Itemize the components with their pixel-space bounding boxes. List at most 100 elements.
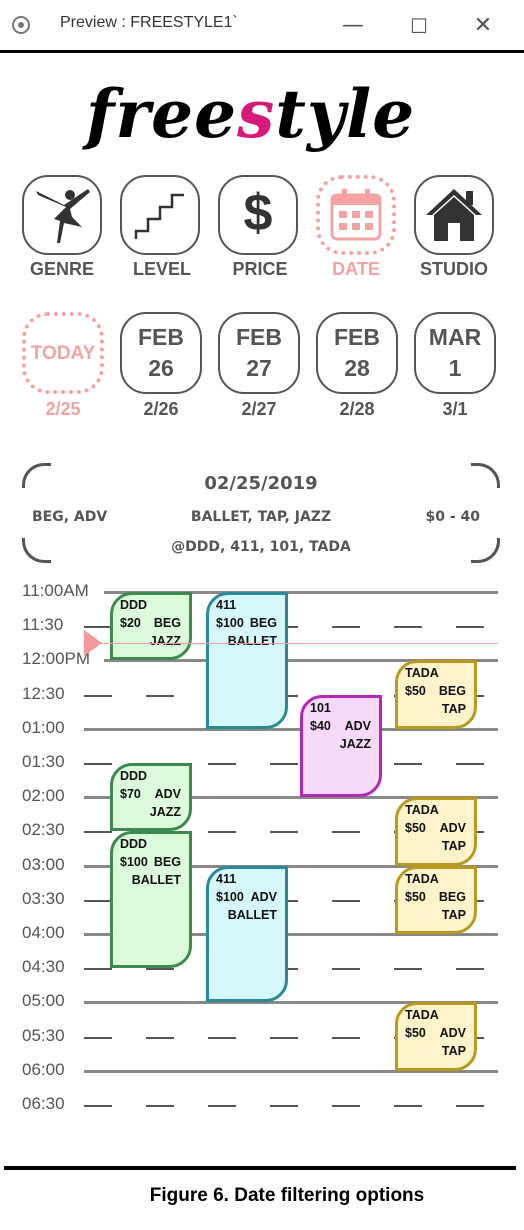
class-event-block[interactable]: TADA $50 ADV TAP	[395, 1002, 477, 1071]
date-label-2-26: 2/26	[143, 399, 179, 419]
time-label: 12:30	[22, 683, 65, 703]
logo-text-a: free	[86, 75, 238, 153]
class-event-block[interactable]: 411 $100 BEG BALLET	[206, 592, 288, 729]
class-event-block[interactable]: TADA $50 ADV TAP	[395, 797, 477, 866]
footer-divider	[4, 1166, 516, 1170]
class-event-block[interactable]: TADA $50 BEG TAP	[395, 660, 477, 729]
event-price: $100	[216, 616, 244, 630]
date-button-2-28[interactable]: FEB 28	[316, 312, 398, 394]
half-hour-dash	[332, 899, 360, 902]
event-studio: DDD	[120, 769, 148, 783]
hour-line	[84, 1069, 498, 1073]
event-price: $50	[405, 1026, 426, 1041]
event-price: $100	[216, 889, 244, 904]
half-hour-dash	[456, 968, 484, 971]
time-label: 11:00AM	[22, 581, 89, 600]
half-hour-dash	[332, 626, 360, 629]
price-filter-label: PRICE	[232, 259, 288, 279]
event-level: BEG	[249, 616, 277, 630]
date-month: FEB	[334, 324, 380, 350]
minimize-button[interactable]: —	[342, 13, 364, 38]
event-level: BEG	[153, 855, 181, 870]
genre-filter-button[interactable]	[22, 175, 102, 255]
event-price: $50	[405, 684, 426, 699]
event-studio: 411	[216, 871, 237, 886]
hour-line	[84, 1001, 498, 1005]
calendar-icon	[330, 189, 382, 241]
genre-filter-label: GENRE	[29, 259, 94, 279]
half-hour-dash	[332, 1105, 360, 1107]
date-day: 28	[344, 355, 370, 381]
half-hour-dash	[394, 1105, 422, 1107]
current-time-marker-icon	[84, 630, 102, 656]
level-filter-button[interactable]	[120, 175, 200, 255]
summary-levels: BEG, ADV	[32, 509, 108, 525]
class-event-block[interactable]: DDD $20 BEG JAZZ	[110, 592, 192, 661]
date-label-today: 2/25	[45, 399, 81, 419]
half-hour-dash	[332, 831, 360, 834]
half-hour-dash	[208, 831, 236, 834]
half-hour-dash	[146, 968, 174, 971]
time-label: 03:00	[22, 854, 65, 874]
class-event-block[interactable]: DDD $100 BEG BALLET	[110, 831, 192, 969]
event-level: BEG	[438, 889, 466, 904]
price-filter-button[interactable]: $	[218, 175, 298, 255]
class-event-block[interactable]: 101 $40 ADV JAZZ	[300, 694, 382, 798]
half-hour-dash	[332, 1036, 360, 1039]
date-button-today[interactable]: TODAY	[22, 312, 104, 394]
date-button-2-26[interactable]: FEB 26	[120, 312, 202, 394]
event-studio: DDD	[120, 837, 148, 852]
class-event-block[interactable]: 411 $100 ADV BALLET	[206, 865, 288, 1003]
maximize-button[interactable]: ☐	[410, 14, 428, 38]
studio-filter-label: STUDIO	[419, 259, 488, 279]
event-genre: TAP	[441, 907, 466, 922]
event-genre: TAP	[441, 1044, 466, 1059]
summary-date: 02/25/2019	[204, 473, 318, 494]
ballerina-icon	[36, 189, 90, 243]
titlebar-divider	[0, 50, 524, 53]
hour-line	[84, 727, 498, 731]
event-genre: BALLET	[227, 907, 277, 922]
dollar-icon: $	[243, 184, 273, 242]
time-label: 02:00	[22, 786, 65, 806]
half-hour-dash	[456, 626, 484, 629]
hour-line	[84, 864, 498, 868]
studio-filter-button[interactable]	[414, 175, 494, 255]
event-genre: BALLET	[131, 873, 181, 888]
half-hour-dash	[270, 1105, 298, 1107]
time-label: 03:30	[22, 888, 65, 908]
time-label: 12:00PM	[22, 649, 91, 669]
summary-studios: @DDD, 411, 101, TADA	[171, 539, 351, 555]
date-day: 26	[148, 355, 174, 381]
half-hour-dash	[208, 1036, 236, 1039]
event-studio: TADA	[405, 803, 439, 818]
date-filter-button[interactable]	[316, 175, 396, 255]
half-hour-dash	[208, 1105, 236, 1107]
close-button[interactable]: ✕	[473, 13, 493, 38]
event-level: ADV	[344, 718, 371, 733]
time-label: 02:30	[22, 820, 65, 840]
date-button-2-27[interactable]: FEB 27	[218, 312, 300, 394]
time-label: 05:00	[22, 991, 65, 1011]
half-hour-dash	[270, 1036, 298, 1039]
class-event-block[interactable]: DDD $70 ADV JAZZ	[110, 763, 192, 832]
half-hour-dash	[84, 1105, 112, 1107]
date-month: MAR	[428, 324, 482, 350]
event-price: $100	[120, 855, 148, 870]
date-month: FEB	[138, 324, 184, 350]
event-studio: 101	[310, 700, 331, 715]
event-studio: TADA	[405, 666, 439, 681]
date-button-3-1[interactable]: MAR 1	[414, 312, 496, 394]
house-icon	[426, 189, 482, 241]
window-titlebar: Preview : FREESTYLE1` — ☐ ✕	[0, 0, 524, 53]
class-event-block[interactable]: TADA $50 BEG TAP	[395, 865, 477, 934]
half-hour-dash	[146, 1105, 174, 1107]
date-label-2-27: 2/27	[241, 399, 277, 419]
event-studio: TADA	[405, 1008, 439, 1023]
event-level: ADV	[250, 889, 277, 904]
summary-price-range: $0 - 40	[425, 509, 480, 525]
event-price: $50	[405, 889, 426, 904]
time-label: 06:30	[22, 1094, 65, 1113]
half-hour-dash	[456, 1105, 484, 1107]
stairs-icon	[134, 193, 184, 239]
